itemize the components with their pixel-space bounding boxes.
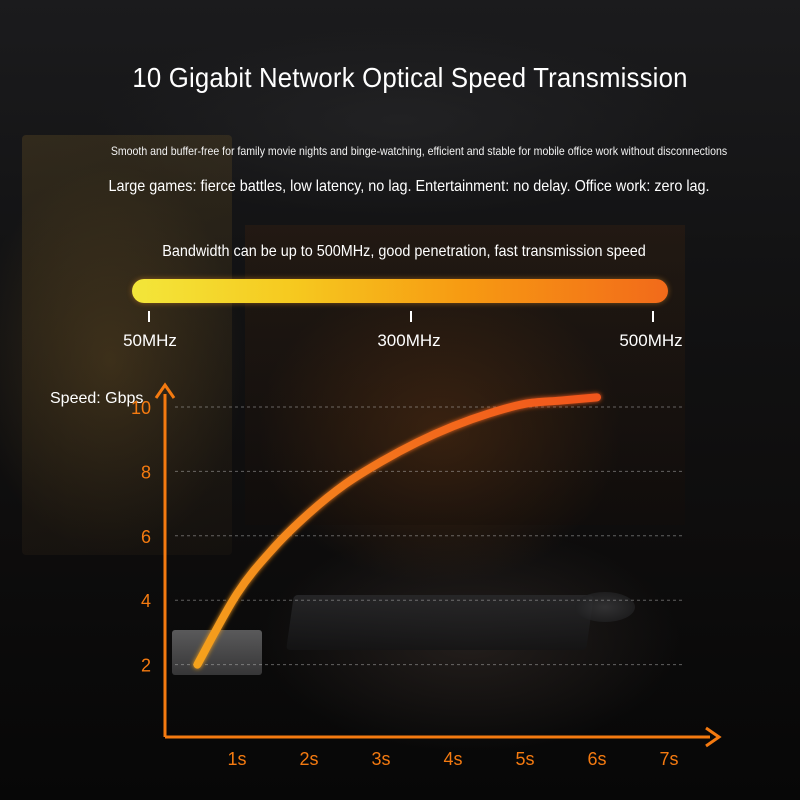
bandwidth-value-50mhz: 50MHz [123, 331, 177, 350]
x-tick-label-5s: 5s [515, 749, 534, 769]
y-axis-arrow-icon [154, 382, 176, 399]
subtitle-line-1: Smooth and buffer-free for family movie … [110, 144, 728, 158]
y-tick-label-8: 8 [141, 462, 151, 482]
page-title: 10 Gigabit Network Optical Speed Transmi… [132, 62, 688, 93]
background-mini-pc [172, 630, 262, 675]
x-tick-label-4s: 4s [443, 749, 462, 769]
bandwidth-tick-500 [652, 311, 654, 322]
x-tick-label-3s: 3s [371, 749, 390, 769]
y-tick-label-6: 6 [141, 527, 151, 547]
y-tick-label-10: 10 [131, 398, 151, 418]
bandwidth-tick-50 [148, 311, 150, 322]
y-axis-title: Speed: Gbps [50, 390, 144, 407]
subtitle-line-2: Large games: fierce battles, low latency… [108, 178, 710, 195]
bandwidth-label: Bandwidth can be up to 500MHz, good pene… [162, 243, 646, 260]
x-tick-label-6s: 6s [587, 749, 606, 769]
bandwidth-tick-300 [410, 311, 412, 322]
x-tick-label-1s: 1s [227, 749, 246, 769]
background-monitor-left [22, 135, 232, 555]
x-axis-arrow-icon [705, 726, 722, 748]
y-tick-label-2: 2 [141, 656, 151, 676]
bandwidth-value-300mhz: 300MHz [377, 331, 441, 350]
y-tick-label-4: 4 [141, 591, 151, 611]
background-monitor-center [245, 225, 685, 525]
x-tick-label-2s: 2s [299, 749, 318, 769]
background-mouse [575, 592, 635, 622]
speed-curve-line [193, 393, 601, 669]
bandwidth-value-500mhz: 500MHz [619, 331, 683, 350]
x-tick-label-7s: 7s [659, 749, 678, 769]
bandwidth-gradient-bar [132, 279, 668, 303]
